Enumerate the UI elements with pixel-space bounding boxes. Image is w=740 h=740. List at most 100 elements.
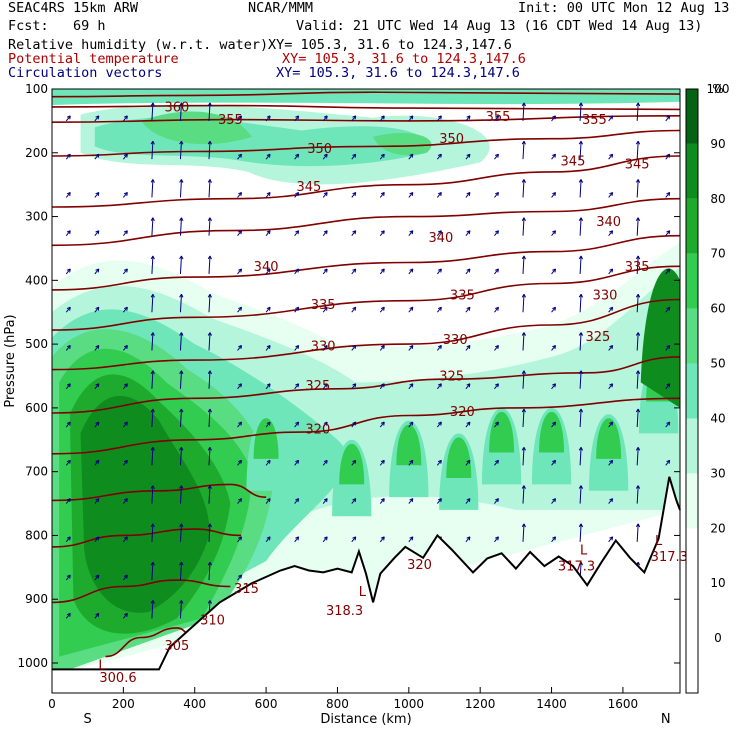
vector-head-69 (179, 600, 184, 604)
vector-head-297 (666, 230, 671, 235)
vector-head-198 (466, 191, 471, 196)
y-tick-label-0: 100 (25, 82, 48, 96)
vector-head-295 (666, 153, 671, 158)
vector-shaft-186 (436, 268, 442, 275)
vector-head-89 (238, 306, 243, 311)
vector-shaft-218 (494, 421, 499, 428)
vector-head-45 (150, 217, 155, 222)
vector-shaft-81 (208, 523, 211, 542)
theta-field-label: Potential temperature (8, 51, 179, 67)
vector-head-287 (635, 370, 641, 375)
colorbar-tick-3: 30 (710, 466, 725, 480)
vector-shaft-87 (237, 230, 242, 237)
vector-head-43 (150, 140, 155, 145)
vector-shaft-297 (665, 230, 671, 237)
vector-head-66 (179, 485, 184, 489)
x-axis-label: Distance (km) (320, 712, 411, 727)
vector-head-196 (466, 115, 471, 120)
vector-shaft-301 (665, 383, 671, 390)
vector-head-285 (635, 293, 641, 298)
vector-head-127 (323, 153, 328, 158)
vector-shaft-199 (465, 230, 471, 237)
vector-head-121 (295, 459, 300, 464)
vector-shaft-105 (265, 383, 271, 390)
vector-head-79 (207, 447, 212, 451)
vector-shaft-164 (379, 498, 385, 504)
vector-head-112 (295, 115, 300, 120)
x-tick-label-7: 1400 (536, 697, 567, 711)
colorbar-swatch-4 (686, 418, 698, 474)
vector-shaft-1 (65, 153, 71, 160)
vector-head-171 (409, 230, 414, 235)
vector-head-62 (179, 332, 184, 336)
vector-head-145 (352, 306, 357, 311)
vector-head-99 (266, 153, 271, 158)
vector-head-68 (179, 561, 184, 566)
theta-contour-7 (52, 265, 680, 331)
vector-head-2 (66, 191, 71, 196)
rh-tower-0-inner (253, 418, 279, 459)
vector-head-86 (238, 191, 243, 196)
vector-head-37 (123, 459, 128, 464)
theta-contour-13 (52, 579, 231, 604)
vector-shaft-170 (408, 192, 414, 198)
vector-head-34 (123, 345, 128, 349)
theta-label-22: 320 (450, 405, 475, 420)
vector-shaft-54 (151, 562, 154, 581)
vector-shaft-51 (151, 447, 154, 466)
vector-shaft-294 (665, 115, 671, 122)
low-mark-1: L (359, 585, 367, 600)
vector-head-142 (352, 191, 357, 196)
vector-head-218 (495, 421, 499, 426)
vector-head-137 (323, 536, 328, 541)
theta-label-6: 345 (296, 180, 321, 195)
vector-shaft-79 (208, 447, 211, 466)
theta-contour-3 (52, 129, 680, 157)
vector-shaft-147 (351, 383, 357, 390)
vector-shaft-282 (636, 179, 639, 198)
vector-shaft-26 (94, 574, 100, 581)
vector-head-241 (552, 230, 557, 235)
vector-shaft-281 (636, 141, 639, 160)
vector-shaft-76 (208, 332, 211, 351)
vector-head-150 (352, 498, 357, 503)
vector-head-108 (266, 498, 271, 503)
vector-shaft-35 (122, 383, 128, 390)
colorbar-tick-2: 20 (710, 521, 725, 535)
vector-shaft-184 (436, 192, 442, 198)
vector-shaft-161 (379, 383, 385, 390)
theta-label-29: 305 (164, 639, 189, 654)
vector-shaft-231 (522, 370, 525, 389)
colorbar-swatch-7 (686, 253, 698, 309)
vector-head-269 (609, 230, 614, 235)
vector-head-256 (578, 255, 584, 260)
theta-contour-12 (52, 528, 242, 548)
vector-shaft-224 (522, 102, 525, 121)
vector-shaft-233 (522, 447, 525, 466)
vector-shaft-229 (522, 294, 525, 313)
x-tick-label-4: 800 (326, 697, 349, 711)
colorbar-swatch-10 (686, 89, 698, 144)
vector-head-271 (609, 306, 614, 311)
vector-shaft-188 (436, 345, 442, 351)
vector-head-100 (266, 191, 271, 196)
vector-shaft-262 (579, 485, 582, 504)
theta-label-18: 325 (305, 379, 330, 394)
vector-head-199 (466, 230, 471, 235)
y-axis-label: Pressure (hPa) (3, 314, 18, 407)
vector-head-224 (521, 102, 526, 107)
init-time: Init: 00 UTC Mon 12 Aug 13 (518, 0, 730, 16)
theta-label-7: 345 (561, 155, 586, 170)
vector-shaft-53 (151, 523, 154, 542)
colorbar: 0 10 20 30 40 50 60 70 80 90 100% (685, 82, 729, 694)
vector-head-175 (409, 383, 414, 388)
rh-low-90 (80, 395, 210, 613)
vector-shaft-25 (94, 536, 100, 543)
vector-shaft-163 (379, 459, 385, 466)
vector-shaft-82 (208, 562, 211, 581)
x-tick-label-2: 400 (183, 697, 206, 711)
vector-shaft-295 (665, 153, 671, 160)
vector-shaft-157 (379, 230, 385, 237)
y-tick-label-4: 500 (25, 337, 48, 351)
vector-head-200 (466, 268, 471, 273)
